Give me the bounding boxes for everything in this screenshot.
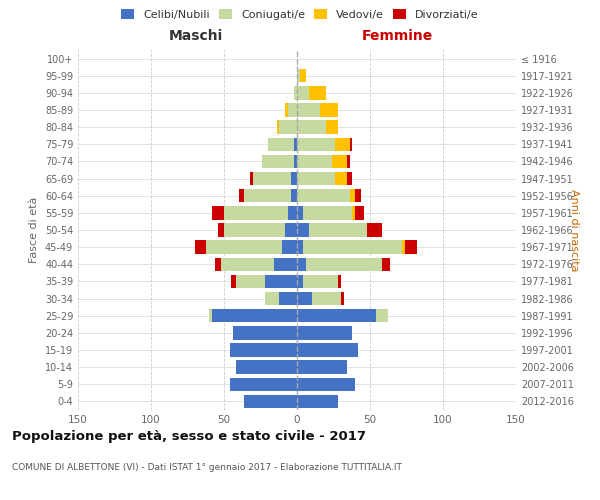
Bar: [212, 206, 224, 220]
Bar: [332, 154, 347, 168]
Bar: [239, 189, 244, 202]
Bar: [195, 240, 206, 254]
Y-axis label: Anni di nascita: Anni di nascita: [569, 188, 579, 271]
Bar: [297, 240, 303, 254]
Bar: [297, 274, 303, 288]
Bar: [274, 258, 297, 271]
Bar: [265, 292, 280, 306]
Bar: [335, 172, 347, 186]
Bar: [265, 274, 297, 288]
Text: Maschi: Maschi: [169, 28, 223, 42]
Bar: [294, 138, 297, 151]
Bar: [297, 154, 332, 168]
Bar: [405, 240, 417, 254]
Bar: [350, 189, 355, 202]
Bar: [297, 360, 347, 374]
Bar: [306, 258, 382, 271]
Bar: [250, 172, 253, 186]
Bar: [244, 394, 297, 408]
Bar: [297, 378, 355, 391]
Bar: [402, 240, 405, 254]
Bar: [221, 258, 274, 271]
Bar: [303, 240, 402, 254]
Bar: [283, 240, 297, 254]
Bar: [352, 206, 355, 220]
Bar: [232, 274, 236, 288]
Bar: [311, 292, 341, 306]
Bar: [382, 258, 391, 271]
Bar: [288, 206, 297, 220]
Bar: [215, 258, 221, 271]
Bar: [297, 172, 335, 186]
Bar: [280, 120, 297, 134]
Bar: [291, 189, 297, 202]
Bar: [338, 274, 341, 288]
Bar: [297, 309, 376, 322]
Bar: [297, 344, 358, 356]
Bar: [297, 258, 306, 271]
Bar: [355, 189, 361, 202]
Bar: [286, 224, 297, 236]
Bar: [224, 206, 288, 220]
Bar: [297, 69, 300, 82]
Bar: [350, 138, 352, 151]
Bar: [291, 172, 297, 186]
Bar: [224, 224, 286, 236]
Bar: [209, 309, 212, 322]
Bar: [236, 360, 297, 374]
Bar: [297, 224, 308, 236]
Bar: [335, 138, 350, 151]
Bar: [297, 326, 352, 340]
Text: Femmine: Femmine: [362, 28, 433, 42]
Bar: [320, 104, 338, 117]
Bar: [233, 326, 297, 340]
Bar: [294, 86, 297, 100]
Bar: [341, 292, 344, 306]
Bar: [294, 154, 297, 168]
Bar: [303, 274, 338, 288]
Bar: [308, 86, 326, 100]
Bar: [347, 154, 350, 168]
Bar: [300, 69, 306, 82]
Bar: [303, 206, 352, 220]
Bar: [230, 344, 297, 356]
Bar: [262, 154, 294, 168]
Bar: [297, 394, 338, 408]
Bar: [308, 224, 367, 236]
Bar: [347, 172, 352, 186]
Y-axis label: Fasce di età: Fasce di età: [29, 197, 39, 263]
Bar: [297, 86, 308, 100]
Text: Popolazione per età, sesso e stato civile - 2017: Popolazione per età, sesso e stato civil…: [12, 430, 366, 443]
Bar: [376, 309, 388, 322]
Bar: [277, 120, 280, 134]
Bar: [236, 274, 265, 288]
Legend: Celibi/Nubili, Coniugati/e, Vedovi/e, Divorziati/e: Celibi/Nubili, Coniugati/e, Vedovi/e, Di…: [118, 6, 482, 23]
Bar: [367, 224, 382, 236]
Bar: [212, 309, 297, 322]
Bar: [244, 189, 291, 202]
Bar: [206, 240, 283, 254]
Bar: [268, 138, 294, 151]
Bar: [297, 104, 320, 117]
Bar: [297, 120, 326, 134]
Bar: [355, 206, 364, 220]
Bar: [288, 104, 297, 117]
Bar: [286, 104, 288, 117]
Bar: [218, 224, 224, 236]
Text: COMUNE DI ALBETTONE (VI) - Dati ISTAT 1° gennaio 2017 - Elaborazione TUTTITALIA.: COMUNE DI ALBETTONE (VI) - Dati ISTAT 1°…: [12, 462, 402, 471]
Bar: [230, 378, 297, 391]
Bar: [297, 189, 350, 202]
Bar: [253, 172, 291, 186]
Bar: [326, 120, 338, 134]
Bar: [297, 206, 303, 220]
Bar: [280, 292, 297, 306]
Bar: [297, 138, 335, 151]
Bar: [297, 292, 311, 306]
